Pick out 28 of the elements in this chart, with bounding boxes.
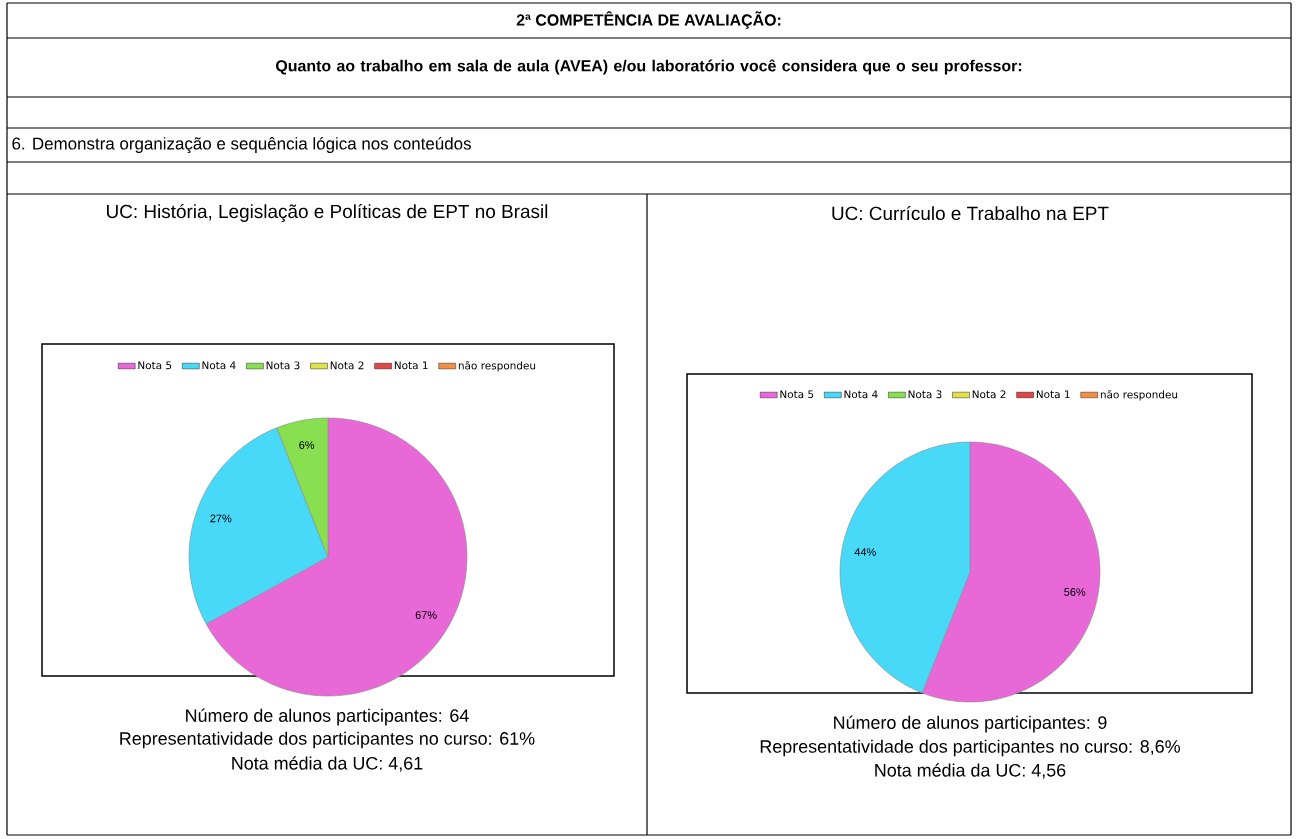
text: Nota média da UC: 4,56 [875,763,1066,779]
text: Número de alunos participantes: 64 [186,708,469,726]
data-label: 67% [415,611,437,619]
legend-label: não respondeu [1100,390,1178,401]
data-label: 44% [854,548,876,556]
legend-label: Nota 2 [330,361,364,370]
data-label: 56% [1064,588,1086,596]
legend-label: Nota 2 [972,390,1006,399]
text: Quanto ao trabalho em sala de aula (AVEA) e/ou laboratório você considera que o seu professor: [276,59,1022,75]
legend-label: não respondeu [458,361,536,372]
text: 2ª COMPETÊNCIA DE AVALIAÇÃO: [516,11,781,29]
legend-label: Nota 5 [780,390,814,399]
legend-label: Nota 4 [844,390,878,399]
legend-label: Nota 1 [1036,390,1070,399]
chart-title: UC: Currículo e Trabalho na EPT [832,205,1109,221]
text: Número de alunos participantes: 9 [834,715,1107,733]
chart-title: UC: História, Legislação e Políticas de EPT no Brasil [106,204,548,222]
data-label: 6% [299,441,315,449]
legend-label: Nota 4 [202,361,236,370]
legend-label: Nota 3 [266,361,300,370]
legend-label: Nota 1 [394,361,428,370]
text: Representatividade dos participantes no curso: 8,6% [760,739,1180,757]
legend-label: Nota 3 [908,390,942,399]
text: 6. Demonstra organização e sequência lógica nos conteúdos [12,136,471,154]
text: Nota média da UC: 4,61 [232,756,423,772]
text: Representatividade dos participantes no curso: 61% [120,731,535,749]
data-label: 27% [210,514,232,523]
legend-label: Nota 5 [138,361,172,370]
